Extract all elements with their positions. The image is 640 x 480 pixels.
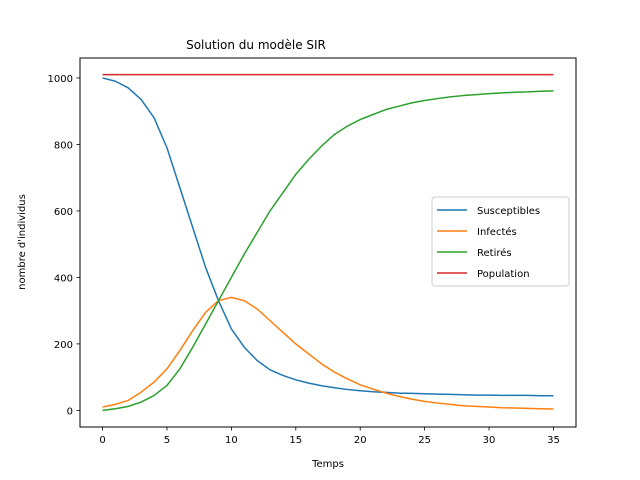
x-tick-label: 20 [354,435,367,446]
x-tick-label: 5 [164,435,170,446]
series-line-retires [102,90,554,412]
series-layer [102,73,554,412]
x-tick-label: 25 [418,435,431,446]
y-tick-label: 800 [54,140,73,151]
y-tick-label: 400 [54,273,73,284]
legend-label-infectes: Infectés [477,226,517,238]
y-tick-label: 0 [67,406,73,417]
series-line-susceptibles [102,77,554,397]
legend-label-susceptibles: Susceptibles [477,206,540,217]
chart-title: Solution du modèle SIR [186,38,326,52]
legend-box [431,196,570,287]
legend-entries: Susceptibles Infectés Retirés Population [437,206,540,280]
legend: Susceptibles Infectés Retirés Population [431,196,570,287]
legend-label-retires: Retirés [477,247,512,259]
legend-label-population: Population [477,269,530,280]
x-tick-label: 30 [483,435,496,446]
series-line-infectes [102,296,554,410]
y-tick-label: 200 [54,340,73,351]
x-tick-label: 35 [547,435,560,446]
x-axis-ticks: 0 5 10 15 20 25 30 35 [99,427,560,446]
x-tick-label: 0 [99,435,105,446]
axes-frame [79,57,577,428]
y-axis-label: nombre d'individus [17,194,28,290]
y-axis-ticks: 0 200 400 600 800 1000 [48,74,80,417]
x-tick-label: 15 [289,435,302,446]
plot-area [79,57,577,428]
x-axis-label: Temps [311,459,344,470]
x-tick-label: 10 [225,435,238,446]
y-tick-label: 1000 [48,74,73,85]
y-tick-label: 600 [54,207,73,218]
